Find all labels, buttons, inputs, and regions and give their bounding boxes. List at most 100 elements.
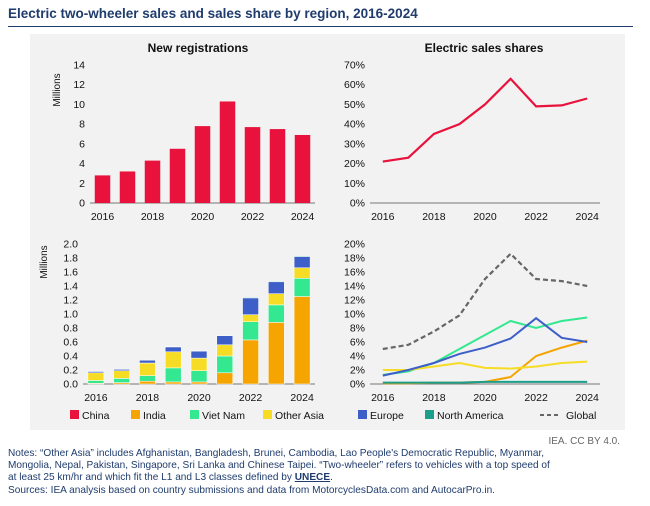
electric-sales-shares-ytick-label: 20%: [344, 158, 365, 170]
electric-sales-shares-ytick-label: 50%: [344, 99, 365, 111]
notes-line-2: Mongolia, Nepal, Pakistan, Singapore, Sr…: [8, 460, 550, 472]
notes: Notes: “Other Asia” includes Afghanistan…: [8, 448, 633, 497]
regional-sales-shares-ytick-label: 4%: [350, 351, 365, 363]
legend-swatch-viet-nam: [190, 410, 199, 419]
electric-sales-shares-xtick-label: 2024: [576, 211, 600, 223]
bar-other-asia-2020: [190, 357, 208, 371]
regional-registrations-ytick-label: 1.4: [63, 281, 78, 293]
bar-europe-2022: [242, 297, 259, 315]
bar-europe-2023: [268, 281, 285, 294]
legend-swatch-other-asia: [263, 410, 272, 419]
regional-registrations-chart: Millions 0.0 0.2 0.4 0.6 0.8 1.0 1.2 1.4 1.6 1.8 2…: [39, 239, 315, 404]
bar-viet-nam-2023: [268, 304, 285, 323]
electric-sales-shares-ytick-label: 60%: [344, 79, 365, 91]
electric-sales-shares-chart: Electric sales shares 0% 10% 20% 30% 40% 50% 6…: [344, 41, 600, 223]
bar-viet-nam-2017: [113, 378, 130, 383]
legend-label-other-asia: Other Asia: [275, 410, 324, 422]
notes-line-3-end: .: [330, 472, 333, 484]
bar-other-asia-2021: [216, 344, 234, 357]
unece-link[interactable]: UNECE: [294, 472, 331, 484]
bar-china-2024: [294, 134, 311, 203]
regional-registrations-ytick-label: 0.8: [63, 323, 78, 335]
title-rule: [8, 26, 633, 27]
bar-india-2024: [293, 296, 311, 385]
new-registrations-ylabel: Millions: [52, 73, 63, 106]
bar-europe-2018: [139, 359, 156, 364]
bar-china-2016: [94, 175, 111, 203]
regional-sales-shares-xtick-label: 2016: [371, 392, 395, 404]
legend-swatch-europe: [358, 410, 367, 419]
bar-viet-nam-2022: [242, 321, 259, 341]
regional-registrations-ylabel: Millions: [39, 245, 50, 278]
bar-other-asia-2024: [293, 267, 311, 279]
new-registrations-xtick-label: 2024: [291, 211, 315, 223]
bar-europe-2021: [216, 335, 234, 346]
bar-india-2018: [139, 380, 156, 385]
bar-india-2020: [190, 381, 208, 385]
line-viet-nam: [382, 316, 588, 376]
legend-label-india: India: [143, 410, 166, 422]
bar-north-america-2024: [293, 255, 311, 257]
chart-title: Electric two-wheeler sales and sales sha…: [8, 6, 418, 21]
bar-other-asia-2019: [164, 351, 182, 369]
bar-europe-2024: [293, 256, 311, 269]
regional-sales-shares-ytick-label: 16%: [344, 267, 365, 279]
new-registrations-ytick-label: 2: [79, 178, 85, 190]
bar-viet-nam-2024: [293, 278, 311, 297]
regional-registrations-ytick-label: 0.6: [63, 337, 78, 349]
bar-india-2021: [216, 372, 234, 385]
legend-label-global: Global: [566, 410, 596, 422]
electric-sales-shares-ytick-label: 70%: [344, 60, 365, 72]
new-registrations-ytick-label: 10: [73, 99, 85, 111]
new-registrations-ytick-label: 0: [79, 198, 85, 210]
regional-registrations-xtick-label: 2018: [136, 392, 160, 404]
new-registrations-xtick-label: 2016: [91, 211, 115, 223]
regional-sales-shares-xtick-label: 2020: [473, 392, 497, 404]
regional-registrations-ytick-label: 1.6: [63, 267, 78, 279]
regional-sales-shares-ytick-label: 10%: [344, 309, 365, 321]
legend-label-europe: Europe: [370, 410, 404, 422]
line-other-asia: [382, 360, 588, 371]
regional-registrations-ytick-label: 0.2: [63, 365, 78, 377]
bar-china-2023: [269, 129, 286, 203]
bar-china-2018: [144, 160, 161, 203]
electric-sales-shares-xtick-label: 2016: [371, 211, 395, 223]
electric-sales-shares-xtick-label: 2020: [473, 211, 497, 223]
bar-north-america-2023: [268, 280, 285, 283]
electric-sales-shares-ytick-label: 0%: [350, 198, 365, 210]
new-registrations-ytick-label: 6: [79, 138, 85, 150]
bar-other-asia-2017: [113, 370, 130, 379]
notes-line-1: Notes: “Other Asia” includes Afghanistan…: [8, 448, 545, 459]
regional-sales-shares-ytick-label: 12%: [344, 295, 365, 307]
notes-line-3-text: at least 25 km/hr and which fit the L1 a…: [8, 472, 295, 484]
charts-svg: New registrations Millions 0 2 4 6 8 10 12 14 20…: [39, 41, 600, 422]
new-registrations-ytick-label: 14: [73, 60, 85, 72]
legend-label-viet-nam: Viet Nam: [202, 410, 245, 422]
electric-sales-shares-ytick-label: 40%: [344, 119, 365, 131]
regional-registrations-xtick-label: 2020: [187, 392, 211, 404]
new-registrations-xtick-label: 2020: [191, 211, 215, 223]
regional-registrations-xtick-label: 2022: [239, 392, 263, 404]
regional-registrations-ytick-label: 1.2: [63, 295, 78, 307]
legend: China India Viet Nam Other Asia Europe North …: [70, 410, 596, 422]
line-north-america: [382, 380, 588, 384]
regional-sales-shares-ytick-label: 20%: [344, 239, 365, 251]
bar-china-2020: [194, 126, 211, 203]
legend-label-north-america: North America: [437, 410, 504, 422]
bar-other-asia-2022: [242, 314, 259, 322]
regional-sales-shares-ytick-label: 0%: [350, 379, 365, 391]
electric-sales-shares-ytick-label: 30%: [344, 138, 365, 150]
regional-registrations-ytick-label: 0.0: [63, 379, 78, 391]
regional-registrations-xtick-label: 2024: [290, 392, 314, 404]
new-registrations-title: New registrations: [148, 41, 249, 55]
bar-viet-nam-2018: [139, 375, 156, 382]
bar-china-2021: [219, 101, 236, 203]
regional-sales-shares-xtick-label: 2018: [422, 392, 446, 404]
electric-sales-shares-title: Electric sales shares: [425, 41, 544, 55]
bar-india-2023: [268, 322, 285, 385]
new-registrations-ytick-label: 8: [79, 119, 85, 131]
bar-viet-nam-2020: [190, 370, 208, 383]
electric-sales-shares-ytick-label: 10%: [344, 178, 365, 190]
regional-sales-shares-xtick-label: 2022: [524, 392, 548, 404]
regional-sales-shares-ytick-label: 18%: [344, 253, 365, 265]
